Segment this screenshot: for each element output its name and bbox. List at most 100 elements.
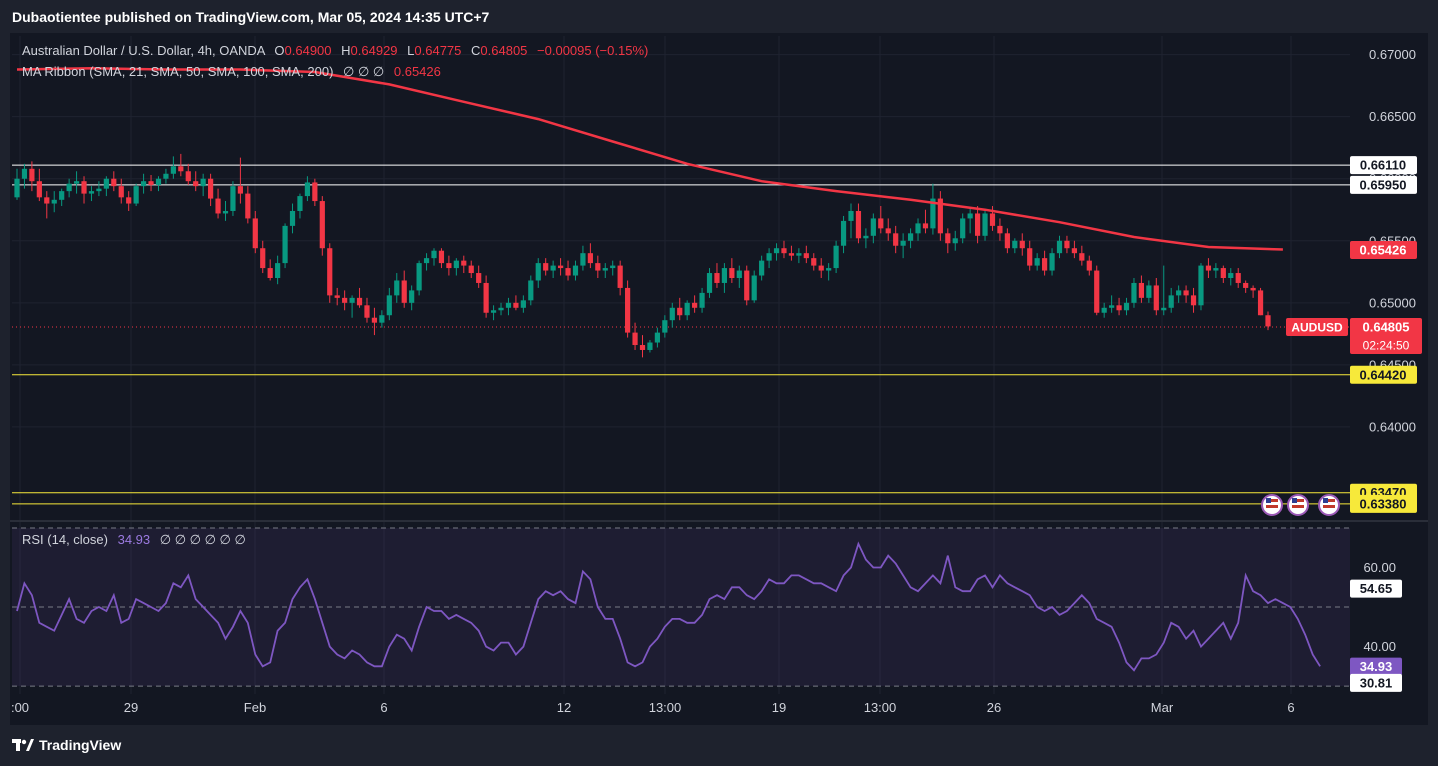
candle (1250, 285, 1256, 298)
candle (88, 186, 95, 202)
candle (840, 215, 847, 254)
candle-body (1235, 273, 1241, 283)
rsi-title[interactable]: RSI (14, close) (22, 532, 108, 547)
candle-body (855, 210, 862, 239)
candle-body (327, 248, 333, 296)
candle (1228, 268, 1234, 286)
candle-body (736, 270, 742, 278)
candle-body (1213, 268, 1219, 271)
candle-body (870, 218, 876, 236)
footer-brand[interactable]: TradingView (12, 737, 121, 753)
candle (1146, 280, 1152, 303)
candle (1138, 275, 1145, 303)
candle-body (706, 273, 713, 293)
candle-body (386, 295, 392, 316)
candle (900, 233, 906, 259)
candle (1235, 268, 1241, 288)
candle-body (21, 168, 28, 179)
candle-body (126, 197, 132, 204)
candle-body (1012, 240, 1018, 249)
candle-body (275, 263, 281, 278)
ma-empty-values: ∅ ∅ ∅ (343, 64, 385, 79)
rsi-band-tag: 30.81 (1360, 675, 1393, 690)
candle-body (409, 290, 415, 303)
candle (930, 183, 936, 235)
candle (967, 208, 973, 234)
close-label: C (471, 43, 481, 58)
time-axis: :00 29 Feb 6 12 13:00 19 13:00 26 Mar 6 (11, 700, 1295, 715)
candle (252, 210, 258, 254)
candle (580, 245, 586, 271)
candle (505, 297, 512, 316)
time-tick-label: 13:00 (864, 700, 897, 715)
candle-body (557, 265, 564, 269)
level-tag-yellow-bg (1350, 365, 1417, 384)
candle-body (811, 258, 817, 266)
candle (639, 335, 646, 358)
candle (237, 157, 243, 204)
candle-body (580, 253, 586, 266)
candle (1123, 297, 1130, 316)
candle (342, 290, 348, 311)
symbol-name[interactable]: Australian Dollar / U.S. Dollar, 4h, OAN… (22, 43, 265, 58)
candle-body (721, 268, 728, 283)
candle-body (461, 260, 467, 266)
candle-body (438, 250, 445, 264)
candle (922, 209, 929, 234)
candle-body (118, 186, 124, 198)
candle-body (103, 178, 109, 189)
rsi-legend: RSI (14, close) 34.93 ∅ ∅ ∅ ∅ ∅ ∅ (22, 532, 246, 548)
candle-body (490, 310, 497, 313)
candle-body (989, 213, 996, 226)
candle-body (1153, 285, 1159, 311)
candle (513, 295, 519, 311)
time-tick-label: 26 (987, 700, 1001, 715)
candle (1049, 248, 1055, 276)
candle-body (297, 196, 303, 211)
candle-body (237, 186, 243, 194)
candle-body (788, 253, 795, 256)
ma-title[interactable]: MA Ribbon (SMA, 21, SMA, 50, SMA, 100, S… (22, 64, 334, 79)
candle-body (945, 233, 951, 244)
chart-area[interactable] (10, 33, 1428, 725)
candle-body (1004, 233, 1010, 249)
candle-body (304, 182, 311, 197)
candle-body (595, 263, 601, 271)
candle-body (349, 297, 355, 303)
candle (759, 255, 765, 281)
candle (245, 186, 251, 224)
time-tick-label: Mar (1151, 700, 1174, 715)
symbol-legend: Australian Dollar / U.S. Dollar, 4h, OAN… (22, 43, 648, 58)
candle (379, 310, 385, 328)
event-flag-canton (1266, 498, 1271, 503)
candle (1116, 297, 1122, 316)
candle (647, 340, 653, 353)
candle-body (625, 287, 631, 333)
candle-body (930, 198, 936, 229)
candle-body (833, 245, 839, 269)
candle-body (1027, 248, 1033, 266)
time-tick-label: :00 (11, 700, 29, 715)
candle-body (960, 218, 966, 239)
candle (565, 260, 571, 281)
candle-body (840, 220, 847, 246)
candle-body (781, 248, 787, 254)
candle (118, 178, 124, 204)
candle (349, 295, 355, 318)
candle (1027, 240, 1033, 271)
candle-body (967, 213, 973, 219)
candle-body (1109, 305, 1115, 308)
candle-body (974, 213, 981, 236)
candle (431, 248, 437, 266)
candle-body (885, 228, 891, 234)
candle-body (1071, 248, 1077, 254)
candle (677, 297, 683, 321)
time-tick-label: 12 (557, 700, 571, 715)
candle-body (1034, 258, 1040, 266)
candle (1176, 285, 1182, 303)
rsi-tick-label: 60.00 (1363, 560, 1396, 575)
candle (140, 173, 147, 194)
candle (766, 248, 772, 269)
rsi-current-tag-bg (1350, 657, 1402, 676)
